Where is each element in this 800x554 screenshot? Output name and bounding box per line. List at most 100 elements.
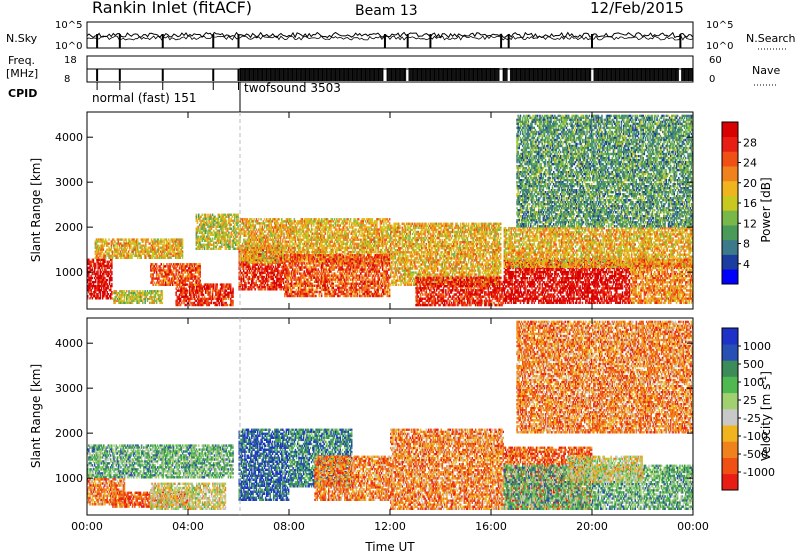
power-cell: [180, 281, 182, 284]
power-cell: [102, 252, 105, 255]
power-cell: [135, 248, 138, 251]
power-cell: [219, 289, 222, 292]
power-cell: [176, 238, 178, 241]
power-cell: [110, 276, 112, 280]
power-cell: [202, 245, 205, 248]
power-cell: [135, 244, 138, 247]
power-cell: [144, 294, 146, 297]
power-cell: [157, 279, 159, 282]
power-cell: [175, 267, 177, 270]
power-cell: [321, 218, 323, 221]
power-cell: [90, 264, 92, 268]
power-cell: [179, 299, 182, 303]
power-cell: [197, 289, 199, 292]
power-cell: [209, 295, 211, 298]
power-cell: [161, 256, 163, 259]
power-cell: [123, 294, 126, 297]
power-cell: [290, 218, 292, 221]
power-cell: [121, 246, 123, 249]
power-cell: [184, 267, 187, 270]
power-cell: [186, 297, 189, 301]
power-cell: [188, 279, 190, 282]
power-cell: [147, 252, 149, 255]
power-cell: [206, 287, 208, 290]
power-cell: [155, 290, 158, 293]
power-cell: [164, 238, 167, 241]
power-cell: [130, 254, 132, 257]
power-cell: [111, 291, 113, 294]
power-cell: [112, 238, 115, 241]
power-cell: [151, 269, 153, 272]
power-cell: [94, 240, 97, 243]
power-cell: [178, 281, 181, 284]
power-cell: [168, 273, 170, 276]
power-cell: [177, 271, 180, 274]
power-cell: [93, 264, 96, 268]
power-cell: [200, 299, 202, 303]
power-cell: [98, 284, 100, 288]
power-cell: [228, 295, 231, 298]
power-cell: [130, 290, 133, 293]
power-cell: [137, 244, 139, 247]
power-cell: [207, 291, 209, 294]
power-cell: [119, 254, 122, 257]
power-cell: [208, 219, 210, 222]
power-cell: [122, 290, 125, 293]
power-cell: [88, 262, 90, 266]
power-cell: [106, 284, 108, 288]
power-cell: [137, 238, 139, 241]
power-cell: [334, 244, 337, 248]
power-cell: [147, 246, 149, 249]
power-cell: [165, 242, 168, 245]
power-cell: [170, 281, 173, 284]
power-cell: [145, 238, 147, 241]
power-cell: [206, 239, 208, 242]
power-cell: [95, 289, 97, 292]
power-cell: [183, 265, 185, 268]
power-cell: [150, 295, 152, 299]
power-cell: [222, 295, 224, 298]
power-cell: [174, 267, 176, 270]
power-cell: [110, 268, 112, 272]
power-cell: [123, 295, 126, 299]
power-cell: [208, 293, 210, 296]
power-cell: [173, 277, 175, 280]
power-cell: [94, 244, 97, 247]
power-cell: [99, 289, 102, 292]
power-cell: [161, 240, 163, 243]
power-cell: [103, 256, 106, 259]
power-cell: [158, 281, 160, 284]
power-cell: [127, 294, 129, 297]
power-cell: [95, 244, 98, 247]
power-cell: [154, 256, 156, 259]
power-cell: [98, 252, 100, 255]
power-cell: [194, 275, 197, 278]
power-cell: [88, 260, 90, 263]
power-cell: [310, 218, 313, 221]
power-cell: [117, 250, 119, 253]
power-cell: [294, 248, 297, 252]
power-cell: [161, 297, 164, 301]
power-cell: [326, 218, 329, 221]
power-cell: [183, 267, 185, 270]
power-cell: [196, 269, 198, 272]
power-cell: [157, 273, 159, 276]
power-cell: [170, 269, 173, 272]
power-cell: [232, 291, 234, 294]
power-cell: [182, 291, 184, 294]
power-cell: [158, 273, 160, 276]
power-cell: [196, 231, 199, 234]
power-cell: [105, 287, 107, 290]
power-cell: [88, 258, 90, 261]
power-cell: [131, 242, 133, 245]
power-cell: [202, 285, 205, 288]
power-cell: [179, 240, 181, 243]
power-cell: [113, 290, 115, 293]
power-cell: [119, 246, 122, 249]
power-cell: [150, 275, 152, 278]
power-cell: [124, 242, 126, 245]
power-cell: [165, 271, 167, 274]
power-cell: [104, 289, 106, 292]
power-cell: [219, 283, 222, 286]
power-cell: [108, 264, 111, 268]
